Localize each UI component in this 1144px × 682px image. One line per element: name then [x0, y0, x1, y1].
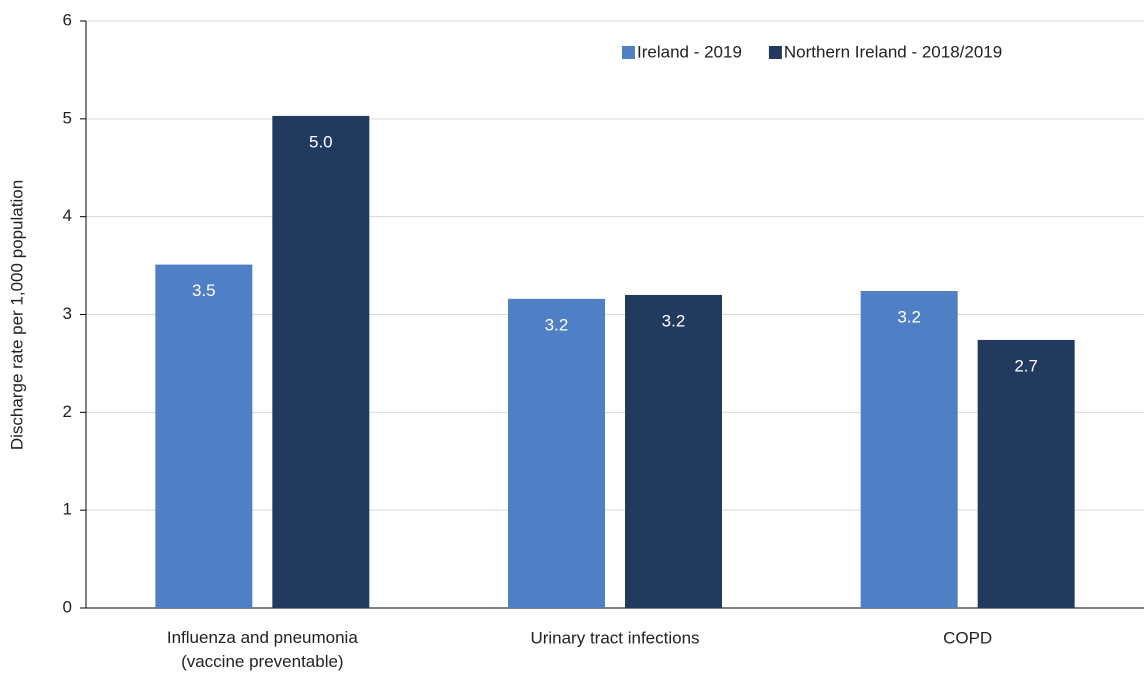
- bar: [272, 115, 370, 609]
- x-tick-label: Influenza and pneumonia (vaccine preventa…: [167, 628, 358, 671]
- y-axis-label: Discharge rate per 1,000 population: [7, 180, 26, 450]
- bar: [860, 291, 958, 608]
- value-label: 3.2: [662, 311, 686, 330]
- value-label: 3.5: [192, 281, 216, 300]
- x-tick-label: COPD: [943, 628, 992, 647]
- legend-label: Ireland - 2019: [637, 42, 742, 61]
- y-tick-label: 4: [63, 206, 72, 225]
- y-tick-label: 2: [63, 402, 72, 421]
- value-label: 2.7: [1014, 356, 1038, 375]
- bar: [625, 294, 722, 608]
- bar: [977, 339, 1075, 608]
- value-label: 3.2: [545, 315, 569, 334]
- value-label: 3.2: [897, 308, 921, 327]
- bar: [508, 298, 605, 608]
- y-tick-label: 6: [63, 10, 72, 29]
- y-tick-label: 0: [63, 597, 72, 616]
- legend-label: Northern Ireland - 2018/2019: [784, 42, 1002, 61]
- legend-marker: [622, 46, 635, 59]
- bar: [155, 264, 253, 608]
- value-label: 5.0: [309, 132, 333, 151]
- y-tick-label: 1: [63, 500, 72, 519]
- x-tick-label: Urinary tract infections: [530, 628, 699, 647]
- legend-marker: [768, 46, 782, 59]
- y-tick-label: 5: [63, 108, 72, 127]
- y-tick-label: 3: [63, 304, 72, 323]
